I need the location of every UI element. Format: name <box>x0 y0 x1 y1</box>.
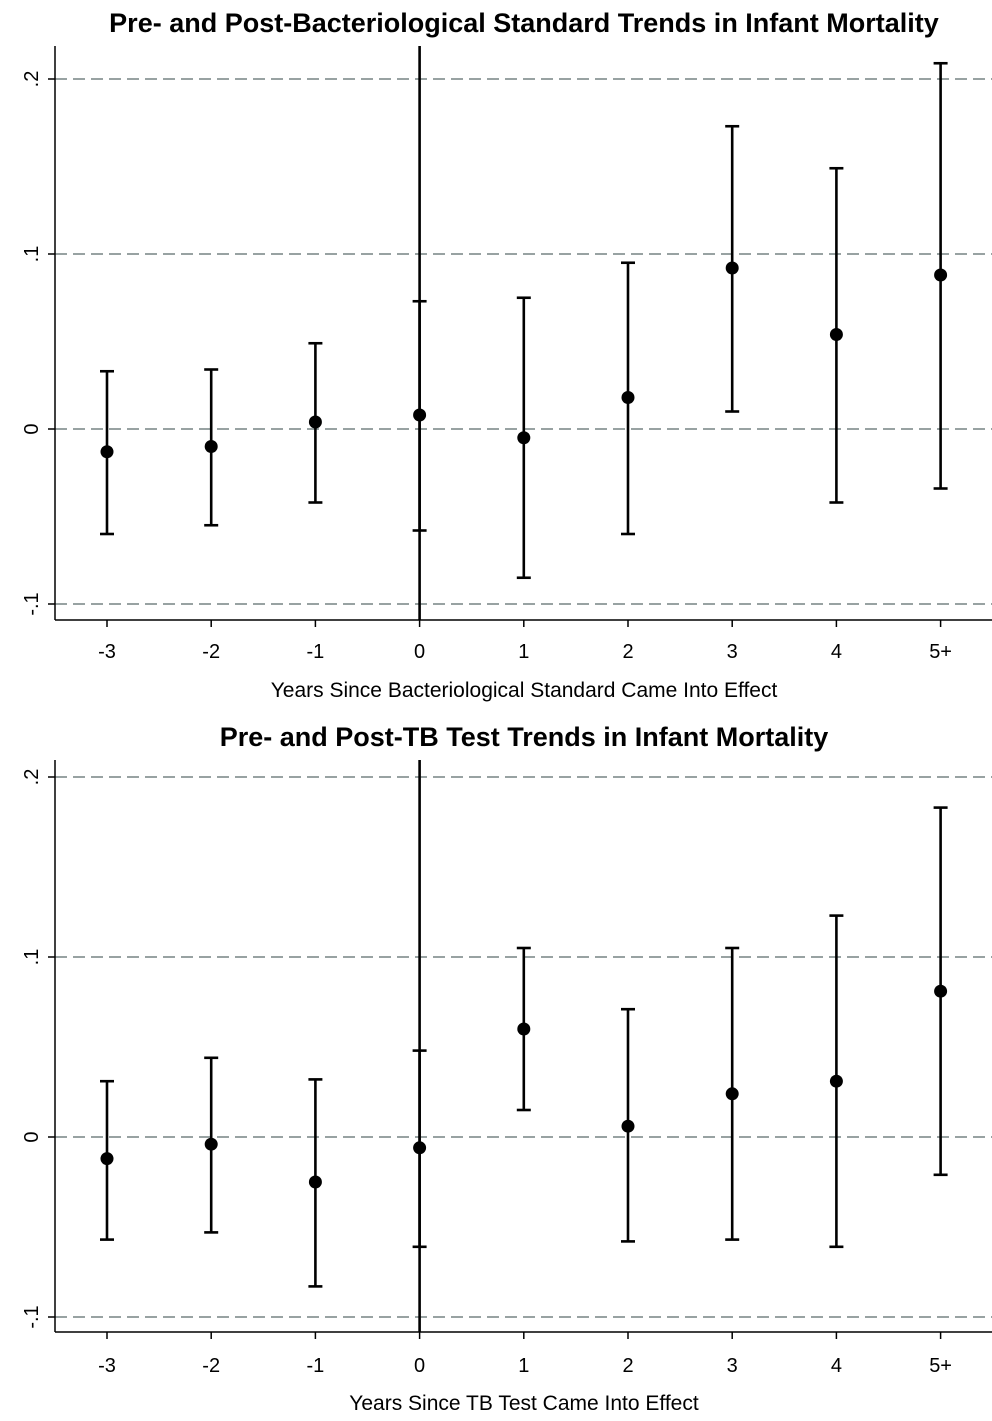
x-tick-label: 0 <box>414 641 425 663</box>
chart-title: Pre- and Post-Bacteriological Standard T… <box>109 8 939 38</box>
y-tick-label: .2 <box>21 71 43 88</box>
data-point <box>100 445 114 459</box>
y-tick-label: .1 <box>21 246 43 263</box>
chart-title: Pre- and Post-TB Test Trends in Infant M… <box>220 722 829 752</box>
x-tick-label: 5+ <box>929 1355 952 1377</box>
data-point <box>517 1022 531 1036</box>
chart-panel-bacteriological: Pre- and Post-Bacteriological Standard T… <box>21 8 992 702</box>
data-point <box>204 1137 218 1151</box>
data-point <box>829 328 843 341</box>
x-tick-label: 2 <box>622 1355 633 1377</box>
data-point <box>621 1119 635 1133</box>
x-tick-label: -2 <box>202 1355 220 1377</box>
x-tick-label: 4 <box>831 1355 842 1377</box>
data-point <box>413 1141 427 1155</box>
x-tick-label: -2 <box>202 641 220 663</box>
data-point <box>413 408 427 422</box>
data-point <box>308 415 322 429</box>
x-tick-label: 1 <box>518 641 529 663</box>
data-point <box>725 261 739 275</box>
x-axis-label: Years Since TB Test Came Into Effect <box>349 1392 699 1415</box>
data-point <box>934 268 948 282</box>
data-point <box>204 440 218 453</box>
x-tick-label: -3 <box>98 641 116 663</box>
y-tick-label: -.1 <box>21 592 43 615</box>
x-tick-label: -1 <box>307 1355 325 1377</box>
x-tick-label: 3 <box>727 1355 738 1377</box>
x-tick-label: -3 <box>98 1355 116 1377</box>
data-point <box>829 1074 843 1088</box>
data-point <box>100 1152 114 1166</box>
x-tick-label: 1 <box>518 1355 529 1377</box>
chart-panel-tb-test: Pre- and Post-TB Test Trends in Infant M… <box>21 722 992 1415</box>
y-tick-label: -.1 <box>21 1305 43 1328</box>
x-tick-label: 4 <box>831 641 842 663</box>
x-tick-label: 5+ <box>929 641 952 663</box>
data-point <box>308 1175 322 1189</box>
x-axis-label: Years Since Bacteriological Standard Cam… <box>271 679 778 702</box>
x-tick-label: -1 <box>307 641 325 663</box>
y-tick-label: .1 <box>21 949 43 966</box>
x-tick-label: 0 <box>414 1355 425 1377</box>
x-tick-label: 2 <box>622 641 633 663</box>
y-tick-label: 0 <box>21 423 43 434</box>
data-point <box>621 391 635 404</box>
data-point <box>934 984 948 998</box>
y-tick-label: 0 <box>21 1131 43 1142</box>
y-tick-label: .2 <box>21 769 43 786</box>
data-point <box>725 1087 739 1101</box>
x-tick-label: 3 <box>727 641 738 663</box>
data-point <box>517 431 531 445</box>
